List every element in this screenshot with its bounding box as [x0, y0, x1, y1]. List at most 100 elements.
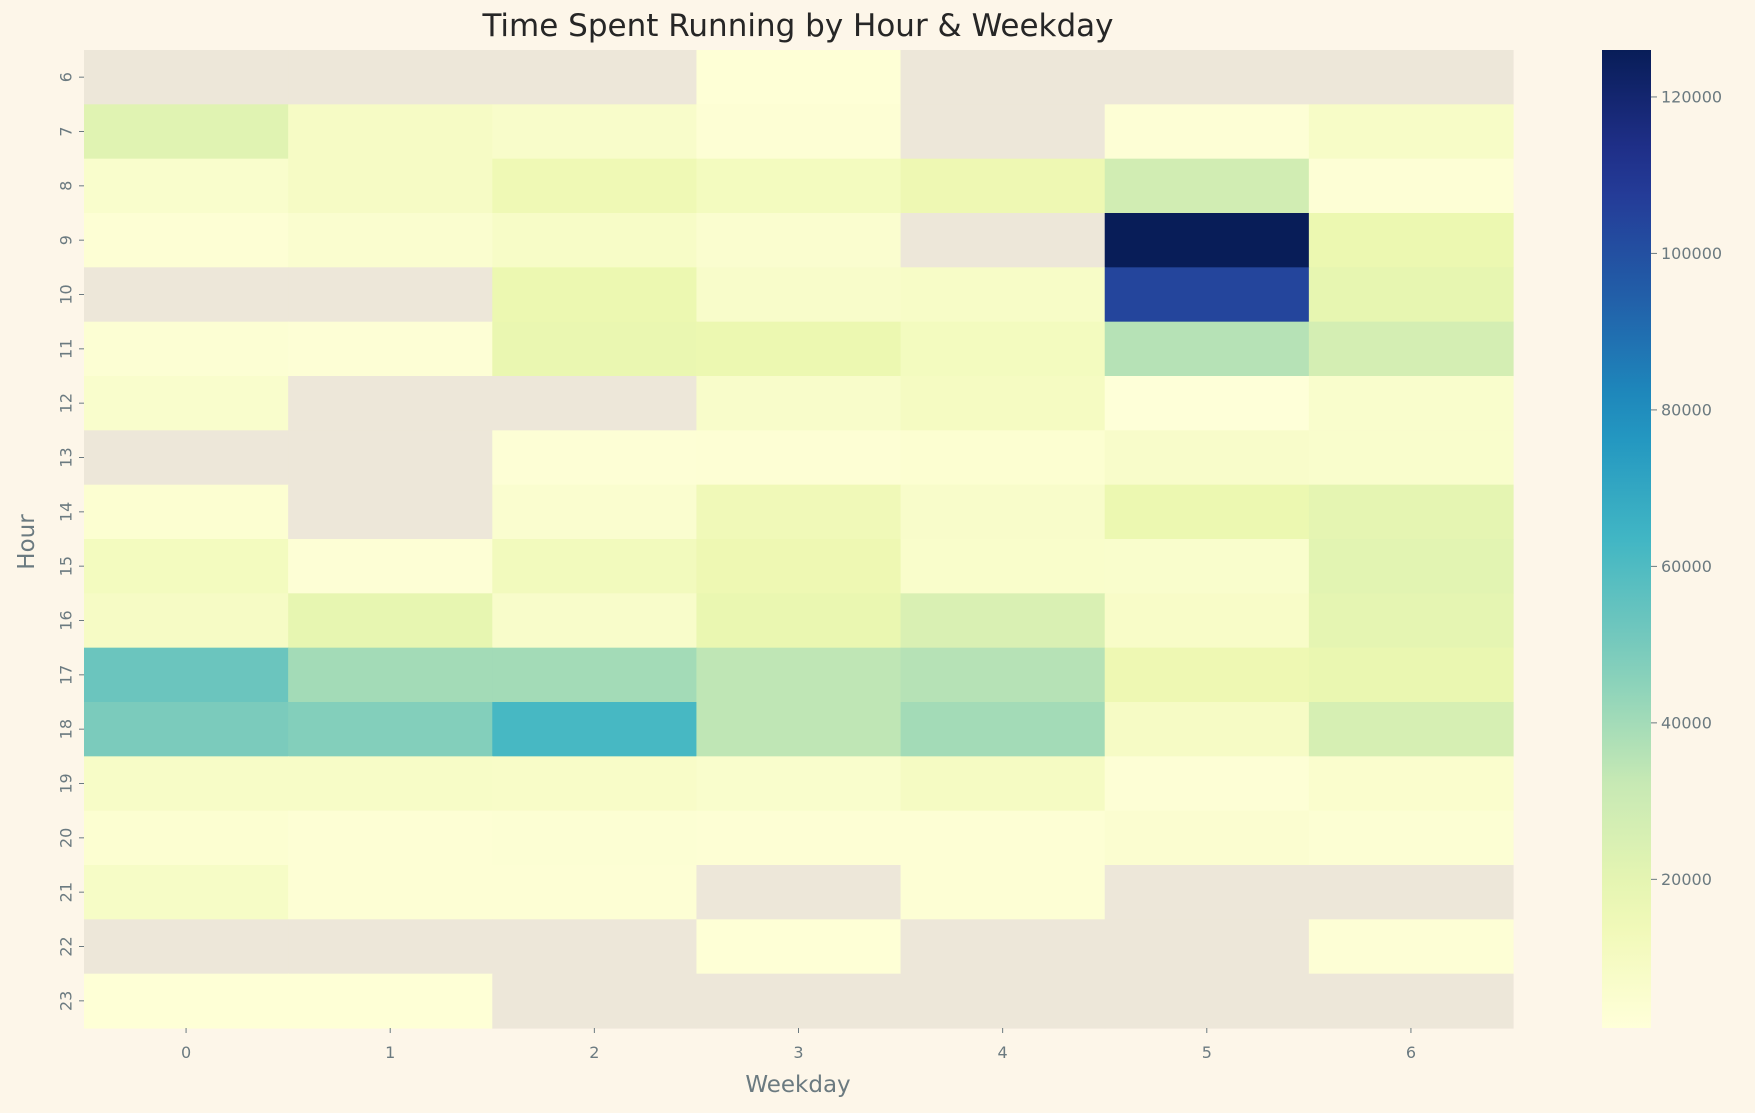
heatmap-cell	[492, 539, 698, 594]
heatmap-cell	[84, 756, 289, 812]
heatmap-cell	[1308, 430, 1514, 486]
heatmap-cell	[1308, 104, 1514, 160]
heatmap-cell	[84, 702, 289, 757]
heatmap-cell	[696, 539, 902, 594]
chart-title: Time Spent Running by Hour & Weekday	[481, 8, 1113, 44]
heatmap-cell	[696, 50, 902, 105]
heatmap-cell	[84, 484, 289, 540]
heatmap-cell	[288, 213, 493, 268]
heatmap-cell	[1308, 593, 1514, 649]
heatmap-cell	[900, 50, 1106, 105]
heatmap-cell	[492, 702, 698, 757]
heatmap-cell	[696, 484, 902, 540]
x-tick-labels: 0 1 2 3 4 5 6	[181, 1028, 1416, 1062]
heatmap-cell	[288, 593, 493, 649]
heatmap-cell	[696, 865, 902, 920]
heatmap-cell	[696, 376, 902, 431]
y-tick-label: 22	[57, 936, 76, 956]
heatmap-cell	[84, 158, 289, 214]
heatmap-cell	[1104, 213, 1310, 268]
heatmap-cell	[288, 865, 493, 920]
heatmap-cell	[492, 430, 698, 486]
heatmap-cell	[1308, 376, 1514, 431]
heatmap-cell	[696, 104, 902, 160]
heatmap-cell	[1308, 539, 1514, 594]
heatmap-cell	[1308, 973, 1514, 1029]
heatmap-cell	[696, 647, 902, 703]
heatmap-cell	[1104, 919, 1310, 975]
heatmap-cell	[1308, 702, 1514, 757]
y-tick-label: 11	[57, 339, 76, 359]
heatmap-cell	[84, 810, 289, 866]
heatmap-cell	[84, 973, 289, 1029]
heatmap-cell	[696, 919, 902, 975]
heatmap-cell	[84, 539, 289, 594]
heatmap-cell	[900, 213, 1106, 268]
y-tick-label: 18	[57, 719, 76, 739]
x-axis-label: Weekday	[745, 1072, 850, 1098]
heatmap-cell	[1104, 321, 1310, 377]
heatmap-cell	[492, 647, 698, 703]
y-tick-label: 17	[57, 665, 76, 685]
heatmap-cell	[900, 593, 1106, 649]
heatmap-cell	[492, 865, 698, 920]
heatmap-cell	[696, 756, 902, 812]
y-tick-label: 16	[57, 610, 76, 630]
heatmap-cell	[900, 267, 1106, 323]
heatmap-cell	[1308, 865, 1514, 920]
colorbar-tick-label: 20000	[1661, 870, 1712, 889]
heatmap-cell	[1104, 484, 1310, 540]
heatmap-cell	[84, 647, 289, 703]
heatmap-cell	[1104, 593, 1310, 649]
colorbar-tick-label: 60000	[1661, 557, 1712, 576]
heatmap-cell	[84, 376, 289, 431]
x-tick-label: 0	[181, 1043, 191, 1062]
heatmap-cell	[900, 158, 1106, 214]
heatmap-cell	[1104, 376, 1310, 431]
x-tick-label: 6	[1406, 1043, 1416, 1062]
heatmap-cell	[492, 104, 698, 160]
heatmap-cell	[900, 810, 1106, 866]
heatmap-cell	[696, 430, 902, 486]
heatmap-cell	[1308, 158, 1514, 214]
heatmap-cell	[288, 756, 493, 812]
heatmap-cell	[492, 484, 698, 540]
heatmap-cell	[900, 702, 1106, 757]
heatmap-cell	[288, 104, 493, 160]
heatmap-cell	[84, 430, 289, 486]
heatmap-cell	[900, 973, 1106, 1029]
heatmap-cell	[492, 593, 698, 649]
x-tick-label: 4	[998, 1043, 1008, 1062]
heatmap-cell	[492, 321, 698, 377]
y-tick-label: 20	[57, 828, 76, 848]
heatmap-cell	[288, 702, 493, 757]
colorbar-tick-label: 80000	[1661, 401, 1712, 420]
heatmap-cell	[1104, 647, 1310, 703]
heatmap-cell	[288, 973, 493, 1029]
heatmap-cell	[1104, 430, 1310, 486]
y-tick-label: 6	[57, 72, 76, 82]
heatmap-cell	[900, 430, 1106, 486]
heatmap-cell	[900, 647, 1106, 703]
heatmap-cell	[900, 865, 1106, 920]
heatmap-cell	[696, 267, 902, 323]
heatmap-cell	[696, 213, 902, 268]
heatmap-cell	[492, 810, 698, 866]
colorbar-tick-label: 120000	[1661, 88, 1722, 107]
x-tick-label: 2	[589, 1043, 599, 1062]
heatmap-cell	[1104, 702, 1310, 757]
heatmap-cell	[1308, 50, 1514, 105]
heatmap-cell	[1308, 919, 1514, 975]
y-tick-label: 21	[57, 882, 76, 902]
y-tick-labels: 6 7 8 9 10 11 12 13 14 15 16 17 18 19 20 21 22 23	[57, 72, 84, 1011]
heatmap-cell	[492, 50, 698, 105]
heatmap-cell	[696, 593, 902, 649]
heatmap-cell	[288, 919, 493, 975]
x-tick-label: 5	[1202, 1043, 1212, 1062]
heatmap-cell	[696, 158, 902, 214]
y-tick-label: 12	[57, 393, 76, 413]
y-axis-label: Hour	[14, 514, 40, 570]
heatmap-cell	[1104, 104, 1310, 160]
heatmap-cell	[288, 647, 493, 703]
